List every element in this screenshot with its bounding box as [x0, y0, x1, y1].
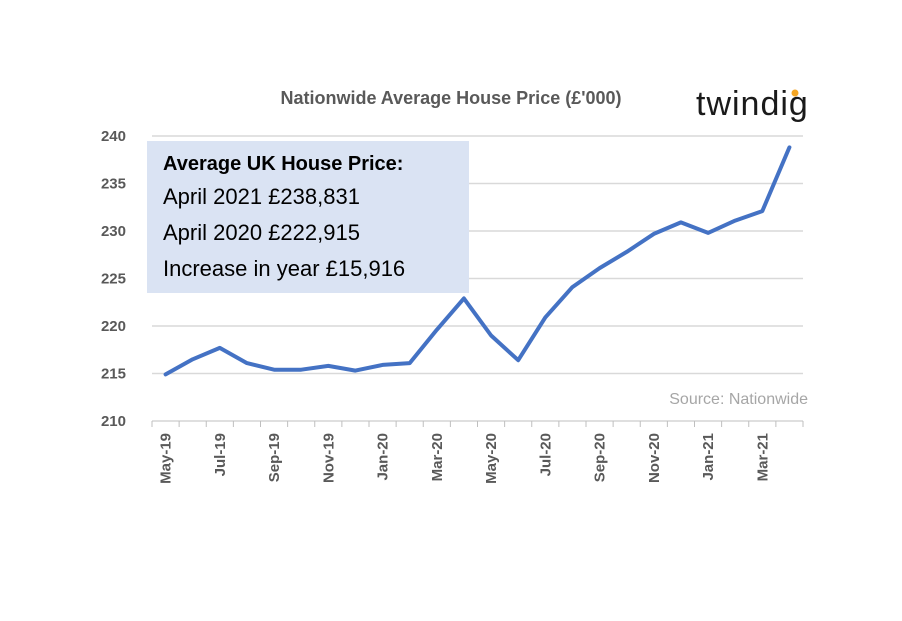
y-tick-label-225: 225 [101, 271, 126, 288]
annotation-line-april-2020: April 2020 £222,915 [163, 220, 360, 245]
y-tick-label-215: 215 [101, 366, 126, 383]
annotation-box [147, 141, 469, 293]
y-tick-label-230: 230 [101, 223, 126, 240]
y-axis-ticks: 210 215 220 225 230 235 240 [101, 128, 126, 430]
y-tick-label-240: 240 [101, 128, 126, 145]
twindig-logo: twindig [696, 85, 809, 123]
x-tick-label-jul-19: Jul-19 [212, 433, 229, 476]
x-tick-label-sep-20: Sep-20 [592, 433, 609, 482]
x-tick-label-mar-21: Mar-21 [754, 433, 771, 481]
annotation-line-increase: Increase in year £15,916 [163, 256, 405, 281]
y-tick-label-210: 210 [101, 413, 126, 430]
chart-title: Nationwide Average House Price (£'000) [280, 88, 621, 108]
annotation-heading: Average UK House Price: [163, 153, 403, 175]
x-tick-label-jan-20: Jan-20 [375, 433, 392, 481]
x-axis-ticks: May-19 Jul-19 Sep-19 Nov-19 Jan-20 Mar-20 May-… [151, 421, 804, 484]
annotation-line-april-2021: April 2021 £238,831 [163, 184, 360, 209]
x-tick-label-nov-20: Nov-20 [646, 433, 663, 483]
x-tick-label-may-20: May-20 [483, 433, 500, 484]
price-series-line [163, 145, 792, 377]
x-tick-label-sep-19: Sep-19 [266, 433, 283, 482]
x-tick-label-jan-21: Jan-21 [700, 433, 717, 481]
x-tick-label-mar-20: Mar-20 [429, 433, 446, 481]
logo-dot [791, 89, 799, 97]
source-note: Source: Nationwide [669, 391, 808, 408]
y-tick-label-220: 220 [101, 318, 126, 335]
x-tick-label-may-19: May-19 [158, 433, 175, 484]
y-tick-label-235: 235 [101, 176, 126, 193]
x-tick-label-jul-20: Jul-20 [537, 433, 554, 476]
x-tick-label-nov-19: Nov-19 [320, 433, 337, 483]
